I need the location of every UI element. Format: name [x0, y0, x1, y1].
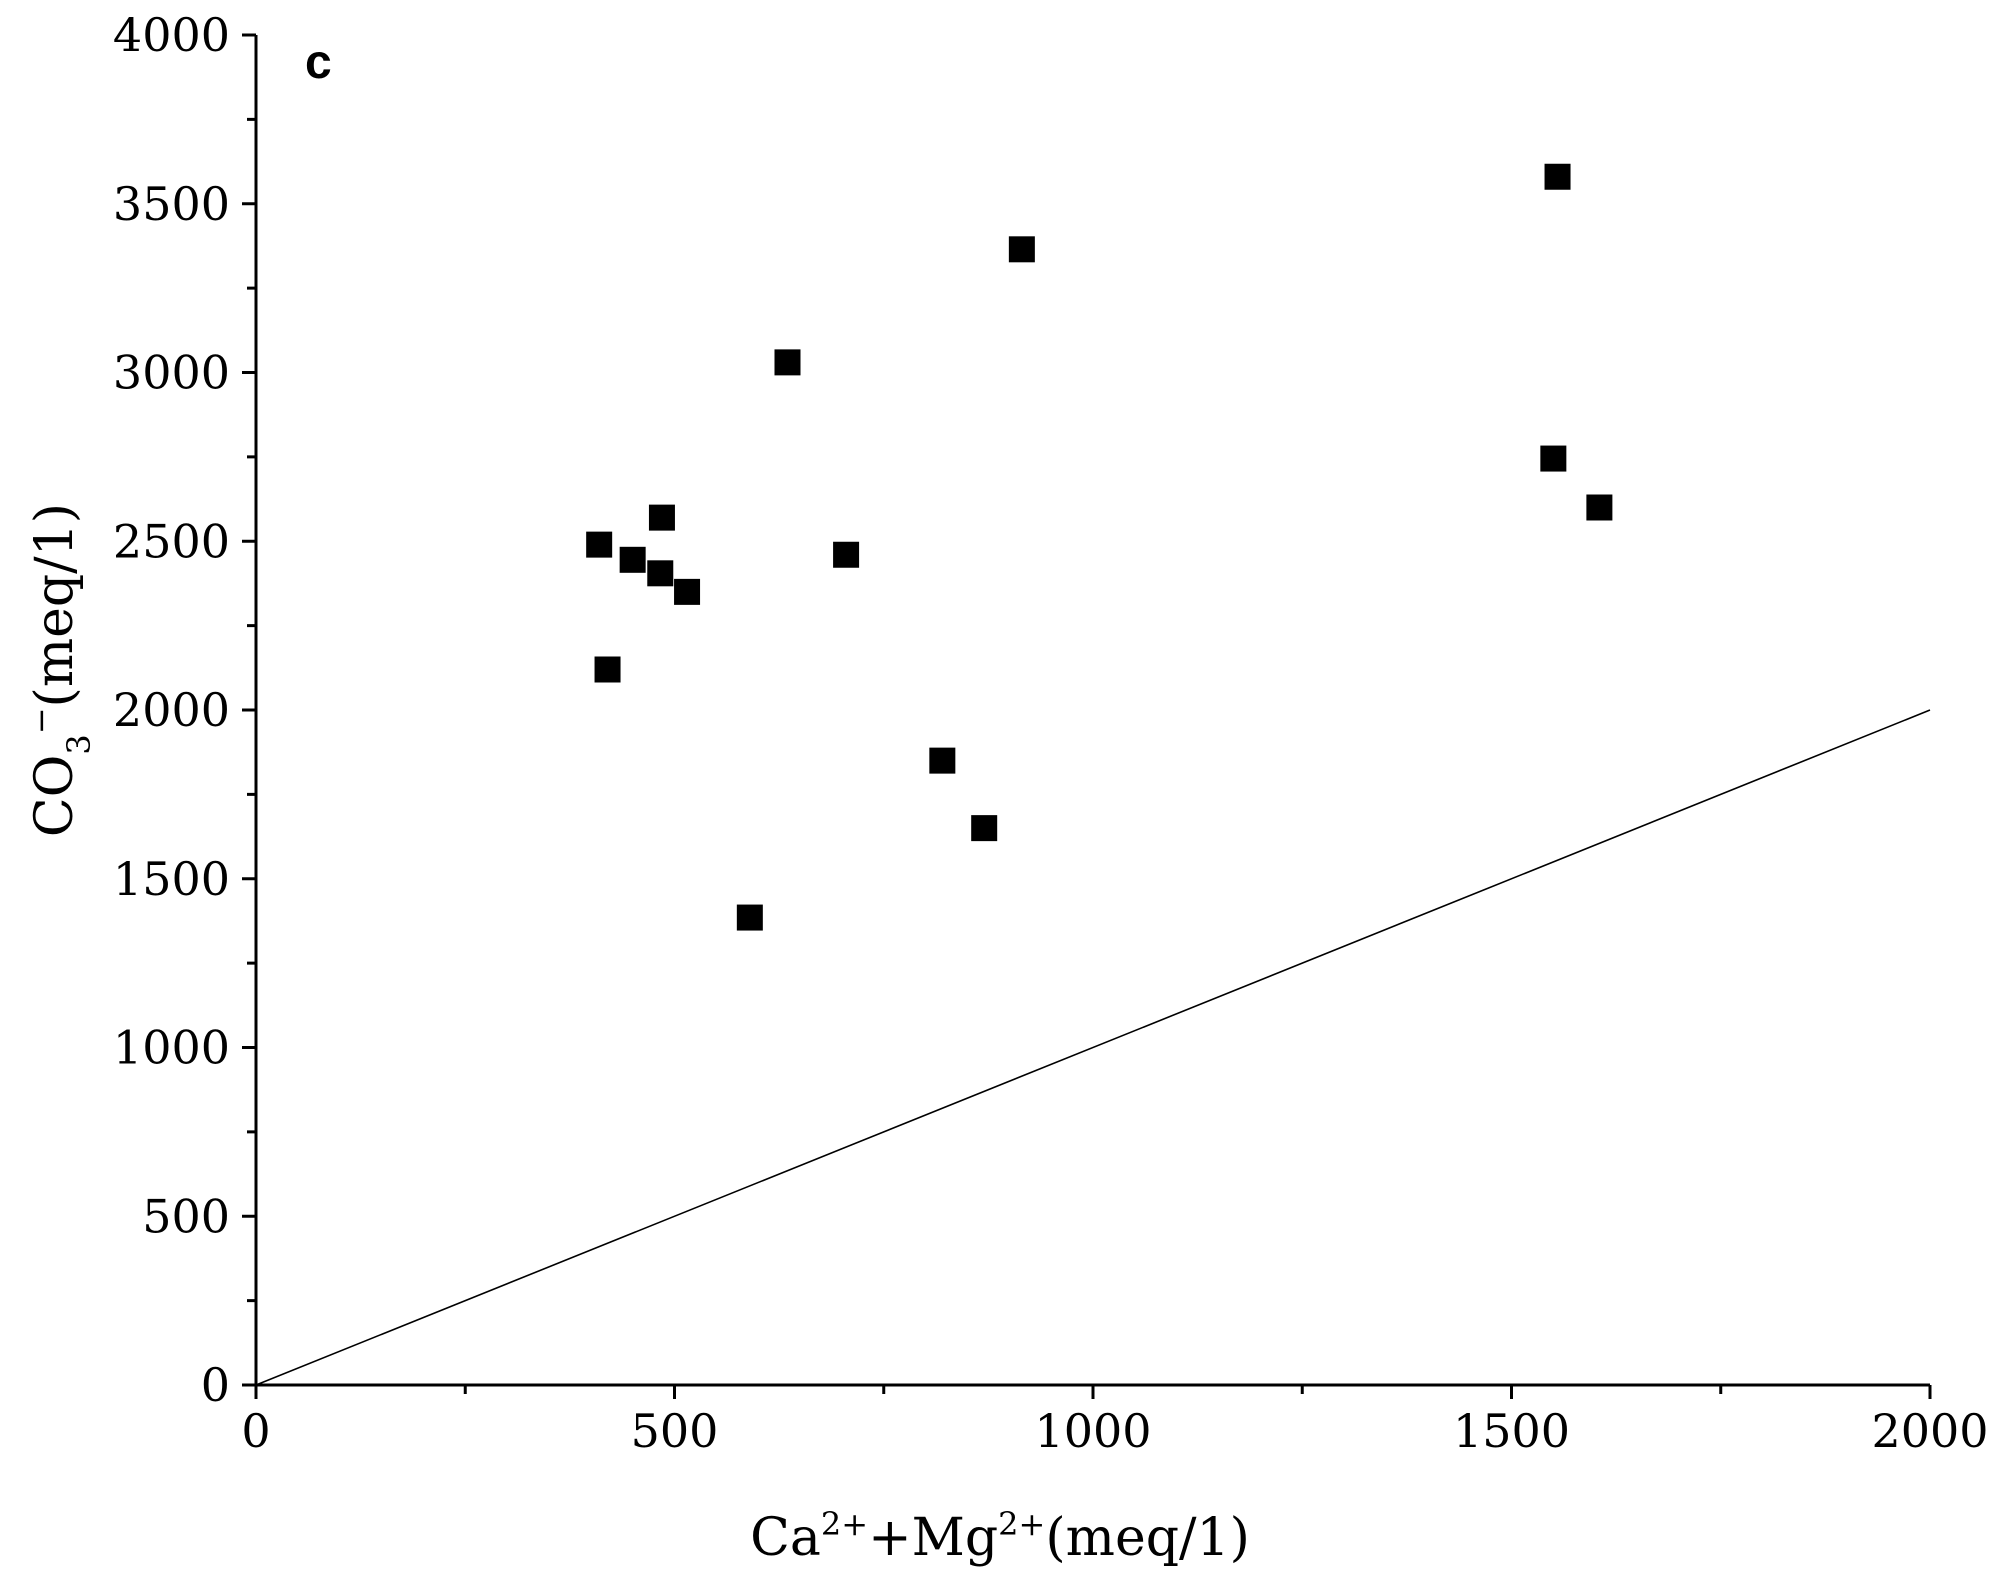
data-point: [774, 349, 801, 376]
x-tick-label: 0: [241, 1404, 270, 1458]
y-tick-label: 3000: [113, 346, 230, 400]
data-point: [1008, 236, 1035, 263]
y-tick-label: 1500: [113, 852, 230, 906]
x-tick-label: 1000: [1034, 1404, 1151, 1458]
x-tick-label: 500: [631, 1404, 719, 1458]
x-tick-label: 1500: [1453, 1404, 1570, 1458]
x-axis-title: Ca2++Mg2+(meq/1): [750, 1505, 1250, 1568]
data-point: [647, 560, 674, 587]
data-point: [971, 815, 998, 842]
data-point: [586, 531, 613, 558]
data-point: [1544, 163, 1571, 190]
y-axis-title: CO3−(meq/1): [22, 503, 98, 837]
x-tick-label: 2000: [1871, 1404, 1988, 1458]
data-point: [1586, 494, 1613, 521]
panel-label: c: [305, 36, 332, 89]
y-tick-label: 0: [201, 1358, 230, 1412]
y-tick-label: 2000: [113, 683, 230, 737]
y-tick-label: 500: [142, 1189, 230, 1243]
y-tick-label: 3500: [113, 177, 230, 231]
data-point: [619, 546, 646, 573]
data-point: [1540, 445, 1567, 472]
y-tick-label: 2500: [113, 514, 230, 568]
y-tick-label: 4000: [113, 8, 230, 62]
data-point: [929, 747, 956, 774]
reference-line: [255, 709, 1931, 1386]
data-point: [648, 504, 675, 531]
data-point: [674, 578, 701, 605]
data-point: [736, 904, 763, 931]
data-point: [833, 541, 860, 568]
data-point: [594, 656, 621, 683]
plot-area: 0 500 1000 1500 2000 0 500 1000 1500 2000 2500 3000…: [113, 8, 1989, 1458]
y-tick-label: 1000: [113, 1021, 230, 1075]
